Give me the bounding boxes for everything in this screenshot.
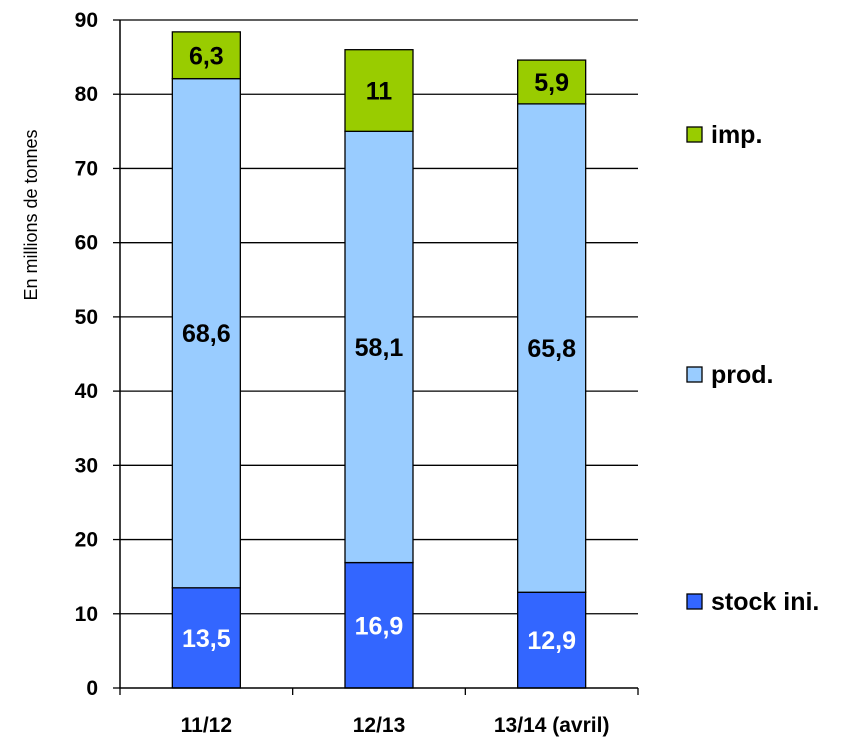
data-label: 6,3: [189, 42, 224, 70]
y-tick-label: 80: [75, 83, 98, 106]
bar-segment: [171, 31, 241, 80]
x-category-label: 13/14 (avril): [494, 714, 610, 737]
y-tick-label: 20: [75, 529, 98, 552]
bar-segment: [344, 130, 414, 564]
data-label: 68,6: [182, 320, 231, 348]
data-label: 13,5: [182, 625, 231, 653]
legend-label: imp.: [711, 121, 762, 149]
data-label: 12,9: [527, 627, 576, 655]
data-label: 65,8: [527, 335, 576, 363]
y-tick-label: 70: [75, 157, 98, 180]
data-label: 16,9: [355, 612, 404, 640]
x-category-label: 12/13: [353, 714, 406, 737]
bars: [171, 31, 587, 689]
y-tick-label: 90: [75, 9, 98, 32]
data-label: 58,1: [355, 334, 404, 362]
y-axis-title: En millions de tonnes: [21, 129, 41, 300]
y-tick-label: 10: [75, 603, 98, 626]
y-tick-label: 60: [75, 232, 98, 255]
bar-segment: [171, 77, 241, 589]
bar-segment: [517, 103, 587, 593]
bar-segment: [517, 59, 587, 105]
axes: 0 10 20 30 40 50 60 70 80 90 11/12 12/13 13/14 (avri…: [75, 9, 639, 737]
data-label: 5,9: [534, 69, 569, 97]
y-tick-label: 0: [86, 677, 98, 700]
legend-label: stock ini.: [711, 588, 819, 616]
y-tick-label: 40: [75, 380, 98, 403]
x-category-label: 11/12: [181, 714, 232, 737]
legend-label: prod.: [711, 361, 774, 389]
legend-swatch: [686, 593, 703, 610]
legend-swatch: [686, 366, 703, 383]
legend: imp. prod. stock ini.: [686, 121, 819, 616]
legend-swatch: [686, 126, 703, 143]
bar-segment: [344, 49, 414, 132]
y-tick-label: 50: [75, 306, 98, 329]
y-tick-label: 30: [75, 454, 98, 477]
bar-segment: [171, 587, 241, 689]
data-labels: 13,5 68,6 6,3 16,9 58,1 11 12,9 65,8 5,9: [182, 42, 576, 655]
data-label: 11: [366, 78, 393, 106]
